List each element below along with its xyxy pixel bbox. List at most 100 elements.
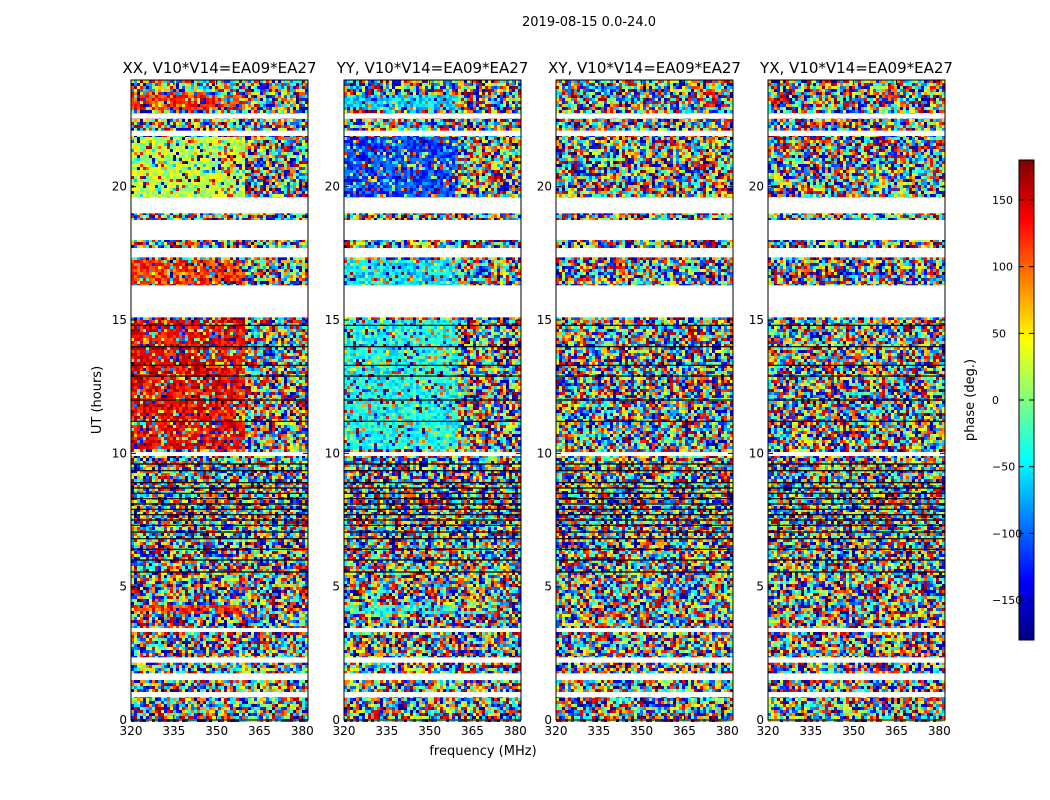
- heatmap-cell: [206, 92, 209, 95]
- heatmap-cell: [239, 140, 242, 143]
- heatmap-cell: [161, 125, 164, 128]
- heatmap-cell: [275, 152, 278, 155]
- heatmap-cell: [269, 110, 272, 113]
- heatmap-cell: [299, 83, 302, 86]
- heatmap-cell: [137, 152, 140, 155]
- heatmap-cell: [242, 83, 245, 86]
- heatmap-cell: [239, 155, 242, 158]
- heatmap-cell: [251, 149, 254, 152]
- heatmap-cell: [302, 86, 305, 89]
- heatmap-cell: [188, 110, 191, 113]
- heatmap-cell: [203, 128, 206, 131]
- heatmap-cell: [143, 101, 146, 104]
- heatmap-cell: [251, 143, 254, 146]
- heatmap-cell: [149, 86, 152, 89]
- heatmap-cell: [230, 188, 233, 191]
- heatmap-cell: [245, 98, 248, 101]
- heatmap-cell: [176, 158, 179, 161]
- heatmap-cell: [209, 89, 212, 92]
- heatmap-cell: [134, 173, 137, 176]
- heatmap-cell: [215, 143, 218, 146]
- heatmap-cell: [275, 167, 278, 170]
- heatmap-cell: [302, 128, 305, 131]
- heatmap-cell: [263, 158, 266, 161]
- heatmap-cell: [206, 143, 209, 146]
- heatmap-cell: [209, 146, 212, 149]
- heatmap-cell: [191, 92, 194, 95]
- heatmap-cell: [188, 182, 191, 185]
- heatmap-cell: [272, 146, 275, 149]
- heatmap-cell: [254, 152, 257, 155]
- heatmap-cell: [272, 89, 275, 92]
- heatmap-cell: [176, 167, 179, 170]
- heatmap-cell: [188, 176, 191, 179]
- heatmap-cell: [206, 149, 209, 152]
- heatmap-cell: [134, 182, 137, 185]
- heatmap-cell: [251, 107, 254, 110]
- heatmap-cell: [212, 152, 215, 155]
- heatmap-cell: [236, 119, 239, 122]
- heatmap-cell: [167, 185, 170, 188]
- heatmap-cell: [296, 101, 299, 104]
- heatmap-cell: [176, 155, 179, 158]
- heatmap-cell: [170, 98, 173, 101]
- heatmap-cell: [242, 122, 245, 125]
- heatmap-cell: [260, 143, 263, 146]
- heatmap-cell: [176, 128, 179, 131]
- heatmap-cell: [227, 173, 230, 176]
- heatmap-cell: [191, 98, 194, 101]
- heatmap-cell: [137, 92, 140, 95]
- heatmap-cell: [266, 149, 269, 152]
- heatmap-cell: [170, 143, 173, 146]
- heatmap-cell: [215, 122, 218, 125]
- heatmap-cell: [152, 95, 155, 98]
- heatmap-cell: [263, 86, 266, 89]
- heatmap-cell: [143, 146, 146, 149]
- heatmap-cell: [194, 89, 197, 92]
- heatmap-cell: [161, 143, 164, 146]
- heatmap-cell: [149, 143, 152, 146]
- heatmap-cell: [155, 137, 158, 140]
- heatmap-cell: [158, 95, 161, 98]
- heatmap-cell: [236, 164, 239, 167]
- heatmap-cell: [137, 143, 140, 146]
- heatmap-cell: [218, 140, 221, 143]
- heatmap-cell: [218, 164, 221, 167]
- heatmap-cell: [278, 182, 281, 185]
- heatmap-cell: [149, 173, 152, 176]
- heatmap-cell: [155, 158, 158, 161]
- heatmap-cell: [233, 188, 236, 191]
- heatmap-cell: [254, 158, 257, 161]
- heatmap-cell: [272, 125, 275, 128]
- heatmap-cell: [296, 98, 299, 101]
- heatmap-cell: [263, 89, 266, 92]
- heatmap-cell: [209, 164, 212, 167]
- heatmap-cell: [227, 182, 230, 185]
- heatmap-cell: [251, 161, 254, 164]
- heatmap-cell: [257, 107, 260, 110]
- heatmap-cell: [140, 146, 143, 149]
- heatmap-cell: [242, 107, 245, 110]
- heatmap-cell: [239, 89, 242, 92]
- heatmap-cell: [272, 158, 275, 161]
- heatmap-cell: [167, 152, 170, 155]
- heatmap-cell: [230, 176, 233, 179]
- heatmap-cell: [143, 122, 146, 125]
- heatmap-cell: [203, 140, 206, 143]
- heatmap-cell: [173, 128, 176, 131]
- heatmap-cell: [200, 140, 203, 143]
- heatmap-cell: [197, 86, 200, 89]
- heatmap-cell: [290, 104, 293, 107]
- heatmap-cell: [293, 158, 296, 161]
- heatmap-cell: [230, 149, 233, 152]
- heatmap-cell: [182, 188, 185, 191]
- heatmap-cell: [194, 110, 197, 113]
- heatmap-cell: [236, 158, 239, 161]
- heatmap-cell: [155, 164, 158, 167]
- heatmap-cell: [236, 179, 239, 182]
- heatmap-cell: [290, 95, 293, 98]
- heatmap-cell: [278, 125, 281, 128]
- heatmap-cell: [191, 107, 194, 110]
- heatmap-cell: [293, 104, 296, 107]
- heatmap-cell: [251, 95, 254, 98]
